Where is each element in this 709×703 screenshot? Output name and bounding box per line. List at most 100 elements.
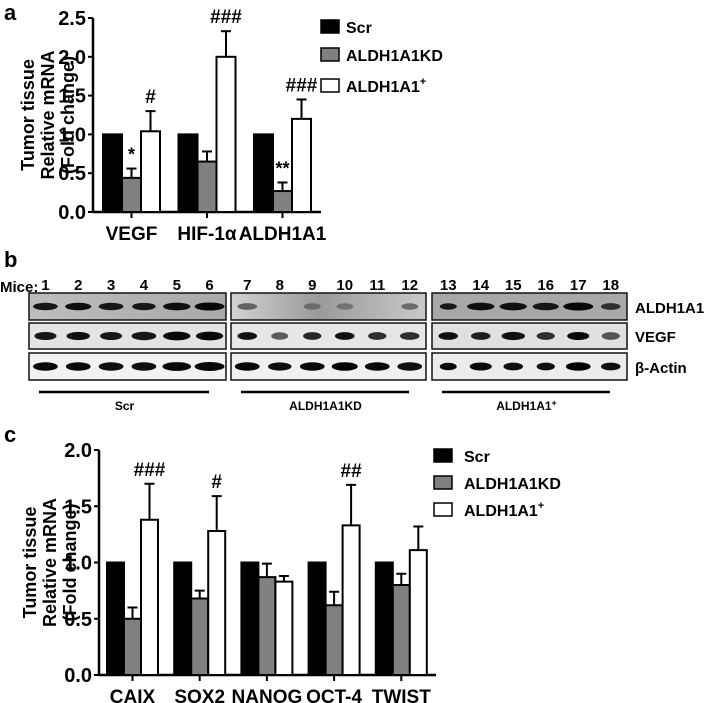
protein-band <box>98 302 124 311</box>
legend-item: ALDH1A1+ <box>320 76 426 96</box>
protein-band <box>131 362 157 371</box>
lane-number: 18 <box>602 277 619 294</box>
protein-band <box>331 362 358 371</box>
bar <box>173 561 193 676</box>
bar <box>123 617 142 676</box>
lane-number: 8 <box>276 277 284 294</box>
legend-swatch <box>433 502 453 517</box>
bar-group: ALDH1A1 <box>239 98 327 245</box>
protein-band <box>194 362 225 371</box>
protein-band <box>536 362 555 371</box>
protein-band <box>336 303 354 310</box>
bar-group: OCT-4 <box>306 483 363 703</box>
significance-mark: ## <box>341 461 363 482</box>
legend-swatch <box>320 47 340 62</box>
bar-group: NANOG <box>232 561 303 703</box>
y-tick-label: 0.5 <box>64 609 92 631</box>
x-tick-label: SOX2 <box>174 687 225 703</box>
protein-band <box>334 332 355 340</box>
panel-c-chart: c 0.0 0.5 1.0 1.5 2.0 Tumor tissueRelative mRN… <box>4 422 561 703</box>
lane-number: 5 <box>173 277 181 294</box>
protein-label: β-Actin <box>635 360 687 377</box>
y-tick-label: 2.0 <box>64 440 92 462</box>
y-tick-label: 1.5 <box>58 86 86 108</box>
blot-panel-scr: 1 2 3 4 5 6 Scr <box>28 277 227 413</box>
protein-label: ALDH1A1 <box>635 300 704 317</box>
protein-band <box>194 302 225 311</box>
bar <box>102 133 123 213</box>
significance-mark: # <box>145 87 156 108</box>
x-tick-label: HIF-1α <box>177 224 237 245</box>
lane-number: 11 <box>369 277 385 294</box>
x-tick-label: VEGF <box>106 224 158 245</box>
y-tick-label: 1.5 <box>64 496 92 518</box>
group-label: Scr <box>115 399 135 413</box>
protein-band <box>401 303 419 310</box>
protein-band <box>563 302 594 311</box>
protein-band <box>98 362 124 371</box>
bar <box>121 176 142 214</box>
lane-number: 3 <box>107 277 115 294</box>
protein-band <box>66 331 90 341</box>
bar <box>196 160 218 213</box>
protein-band <box>600 303 621 310</box>
bar <box>391 584 411 676</box>
y-tick-label: 1.0 <box>64 553 92 575</box>
mice-label: Mice: <box>0 279 38 296</box>
significance-mark: ** <box>275 159 289 179</box>
protein-band <box>163 331 191 341</box>
legend-label: Scr <box>346 20 372 37</box>
bar <box>140 130 161 214</box>
bar <box>140 518 159 676</box>
x-tick-label: TWIST <box>372 687 431 703</box>
bar-group: SOX2 <box>173 495 227 703</box>
protein-band <box>501 331 525 341</box>
legend: Scr ALDH1A1KD ALDH1A1+ <box>320 19 443 96</box>
bar <box>291 117 312 213</box>
protein-label: VEGF <box>635 329 676 346</box>
legend-label: ALDH1A1+ <box>464 500 544 520</box>
bar <box>274 580 294 676</box>
y-tick-label: 1.0 <box>58 124 86 146</box>
protein-band <box>65 362 91 371</box>
protein-band <box>33 362 58 371</box>
y-tick-label: 0.0 <box>64 665 92 687</box>
protein-band <box>439 303 457 310</box>
group-label: ALDH1A1KD <box>289 399 362 413</box>
bar <box>177 133 199 213</box>
protein-band <box>163 302 191 311</box>
legend: Scr ALDH1A1KD ALDH1A1+ <box>433 448 561 520</box>
y-tick-label: 2.5 <box>58 8 86 30</box>
bar <box>257 576 277 676</box>
protein-band <box>364 362 390 371</box>
lane-number: 2 <box>74 277 82 294</box>
protein-band <box>303 332 322 340</box>
bar <box>324 604 344 676</box>
protein-band <box>271 332 289 340</box>
panel-letter: c <box>4 422 16 447</box>
bar <box>215 55 237 213</box>
legend-label: ALDH1A1+ <box>346 76 426 96</box>
protein-band <box>162 362 192 371</box>
lane-number: 13 <box>440 277 457 294</box>
protein-band <box>469 362 492 371</box>
protein-band <box>33 302 58 311</box>
protein-band <box>567 331 590 341</box>
significance-mark: ### <box>210 7 242 28</box>
legend-item: Scr <box>433 448 490 466</box>
bar <box>253 133 274 213</box>
protein-band <box>399 332 420 340</box>
bar-group: CAIX <box>106 482 159 703</box>
protein-band <box>65 302 92 311</box>
lane-number: 14 <box>472 277 489 294</box>
protein-band <box>397 362 423 371</box>
bar <box>190 597 210 676</box>
blot-strip <box>230 292 427 321</box>
legend-item: ALDH1A1KD <box>320 47 443 65</box>
x-tick-label: NANOG <box>232 687 303 703</box>
protein-band <box>439 362 457 371</box>
x-tick-label: ALDH1A1 <box>239 224 327 245</box>
protein-band <box>299 362 325 371</box>
bar <box>272 190 293 214</box>
significance-mark: * <box>128 145 135 165</box>
